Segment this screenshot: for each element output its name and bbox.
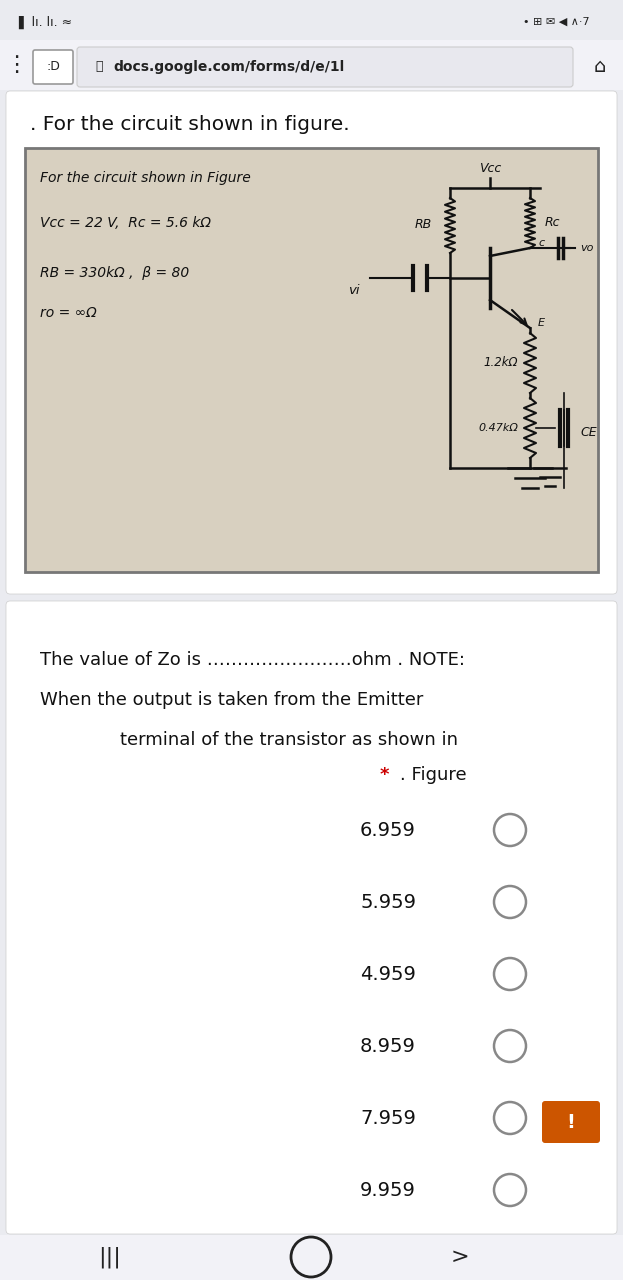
- Text: ⋮: ⋮: [5, 55, 27, 76]
- Bar: [0, 40, 623, 90]
- FancyBboxPatch shape: [542, 1101, 600, 1143]
- Text: Rc: Rc: [545, 216, 561, 229]
- Text: . Figure: . Figure: [400, 765, 467, 783]
- Text: vo: vo: [580, 243, 593, 253]
- Text: !: !: [566, 1112, 576, 1132]
- Text: 5.959: 5.959: [360, 892, 416, 911]
- FancyBboxPatch shape: [33, 50, 73, 84]
- Text: Vcc = 22 V,  Rc = 5.6 kΩ: Vcc = 22 V, Rc = 5.6 kΩ: [40, 216, 211, 230]
- FancyBboxPatch shape: [77, 47, 573, 87]
- Bar: [0, 0, 623, 40]
- Text: 1.2kΩ: 1.2kΩ: [483, 357, 518, 370]
- Text: RB: RB: [415, 219, 432, 232]
- Text: 8.959: 8.959: [360, 1037, 416, 1056]
- Text: 6.959: 6.959: [360, 820, 416, 840]
- Text: vi: vi: [348, 283, 360, 297]
- Text: >: >: [450, 1247, 469, 1267]
- Text: • ⊞ ✉ ◀ ∧·7: • ⊞ ✉ ◀ ∧·7: [523, 17, 590, 27]
- Text: RB = 330kΩ ,  β = 80: RB = 330kΩ , β = 80: [40, 266, 189, 280]
- FancyBboxPatch shape: [6, 602, 617, 1234]
- Text: ▌ lı. lı. ≈: ▌ lı. lı. ≈: [18, 15, 72, 28]
- Text: Vcc: Vcc: [479, 161, 501, 174]
- Text: |||: |||: [98, 1247, 121, 1267]
- Text: 0.47kΩ: 0.47kΩ: [478, 422, 518, 433]
- Text: *: *: [380, 765, 389, 783]
- Text: For the circuit shown in Figure: For the circuit shown in Figure: [40, 172, 250, 186]
- Text: ⌂: ⌂: [594, 58, 606, 77]
- FancyBboxPatch shape: [25, 148, 598, 572]
- Text: c: c: [538, 238, 544, 248]
- Text: E: E: [538, 317, 545, 328]
- Text: 7.959: 7.959: [360, 1108, 416, 1128]
- Text: terminal of the transistor as shown in: terminal of the transistor as shown in: [120, 731, 458, 749]
- Text: CE: CE: [580, 426, 597, 439]
- Text: ro = ∞Ω: ro = ∞Ω: [40, 306, 97, 320]
- Text: 🔒: 🔒: [95, 60, 103, 73]
- FancyBboxPatch shape: [6, 91, 617, 594]
- Text: docs.google.com/forms/d/e/1l: docs.google.com/forms/d/e/1l: [113, 60, 345, 74]
- Text: . For the circuit shown in figure.: . For the circuit shown in figure.: [30, 115, 350, 134]
- Text: 4.959: 4.959: [360, 965, 416, 983]
- Bar: [0, 1235, 623, 1280]
- Text: 9.959: 9.959: [360, 1180, 416, 1199]
- Text: :D: :D: [46, 60, 60, 73]
- Text: The value of Zo is ……………………ohm . NOTE:: The value of Zo is ……………………ohm . NOTE:: [40, 652, 465, 669]
- Text: When the output is taken from the Emitter: When the output is taken from the Emitte…: [40, 691, 424, 709]
